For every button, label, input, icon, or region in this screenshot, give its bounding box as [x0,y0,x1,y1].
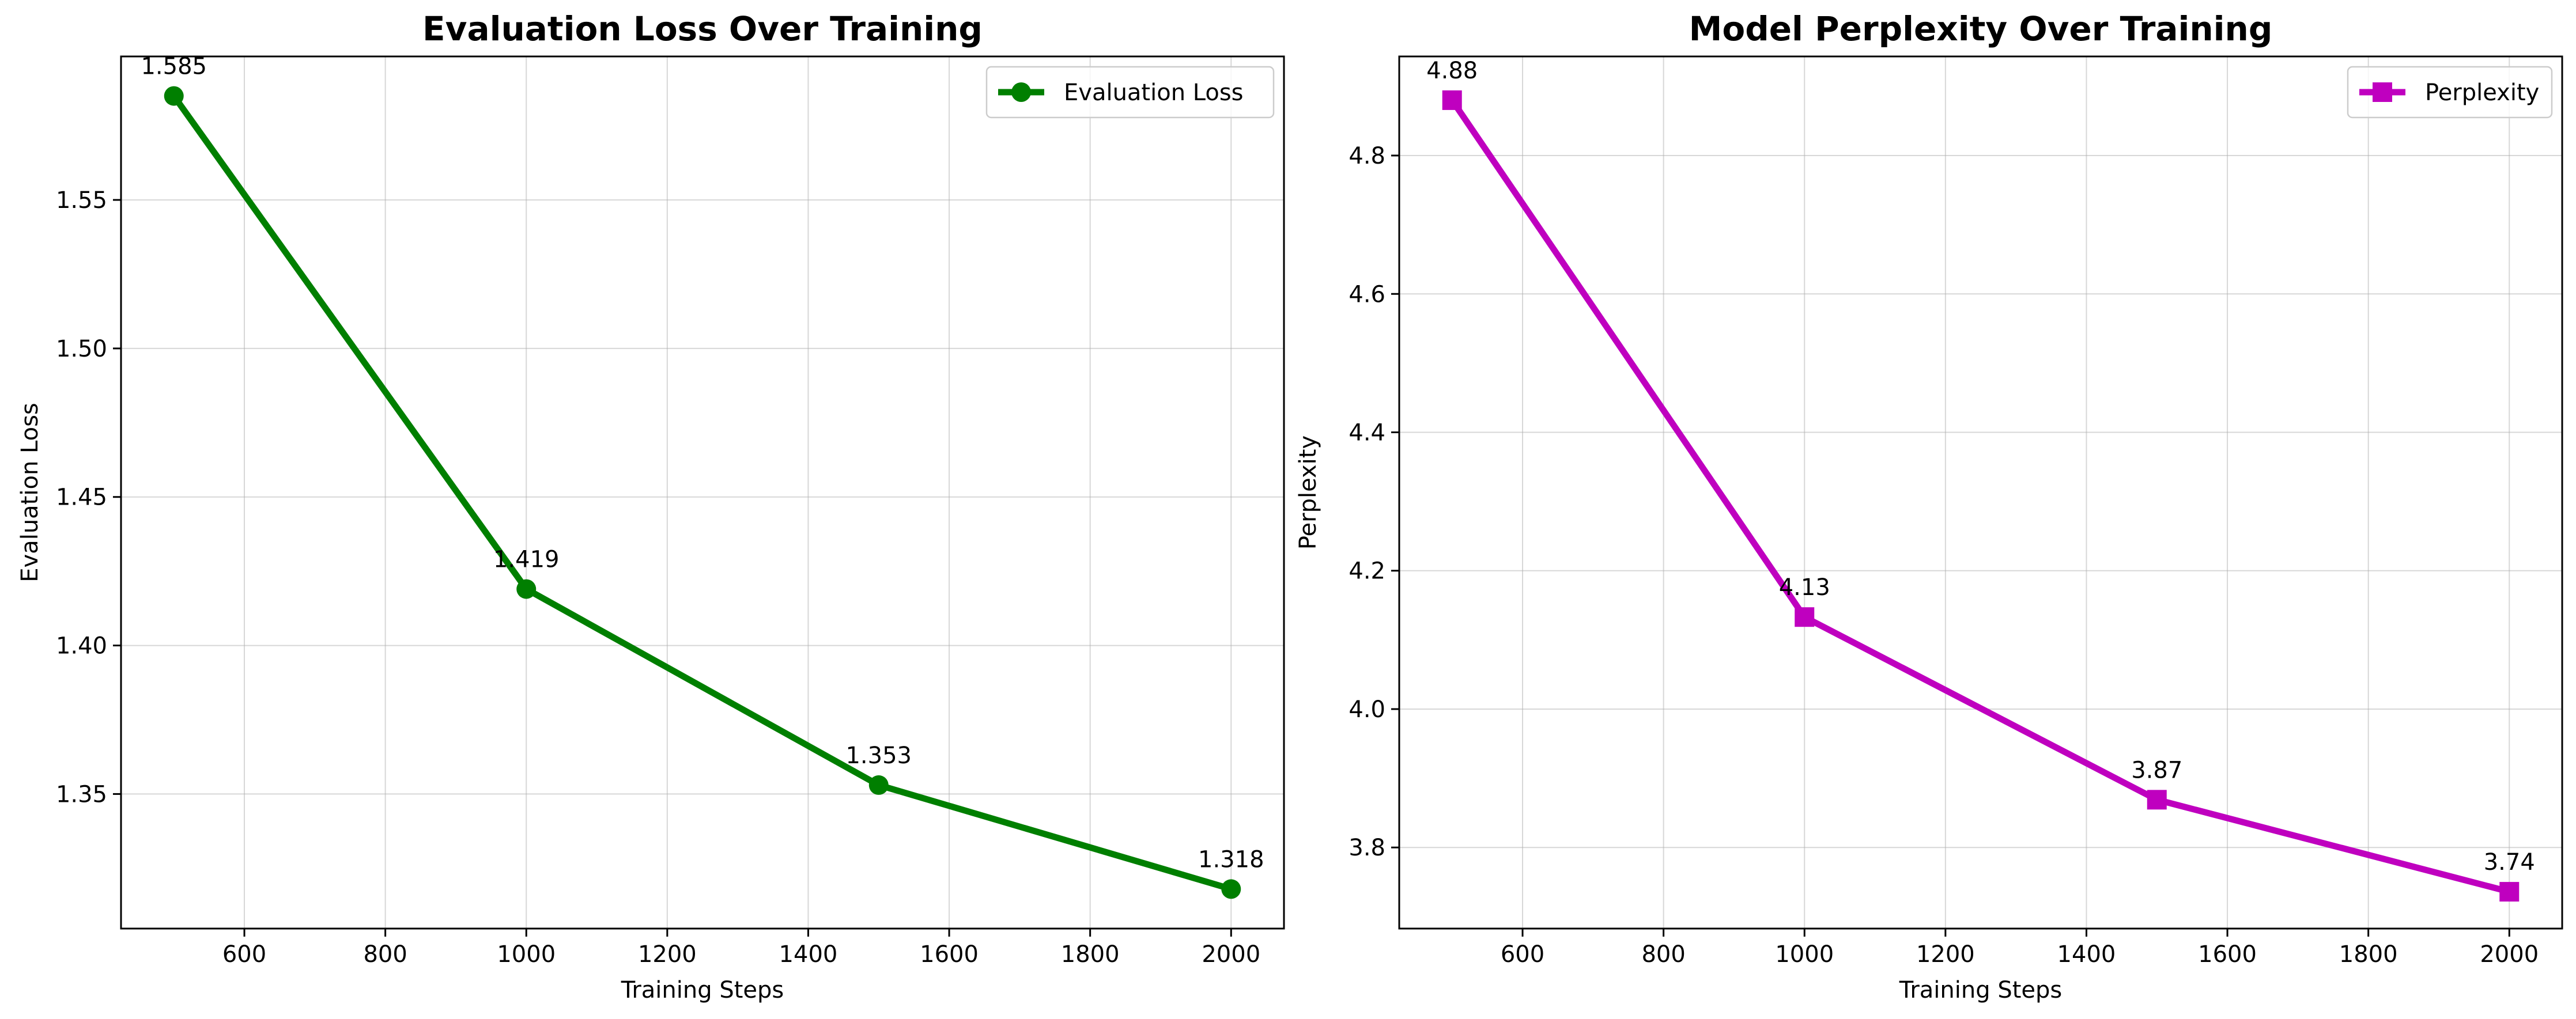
data-point [2147,790,2167,810]
y-axis-label: Perplexity [1295,435,1321,550]
y-tick-label: 4.8 [1349,143,1385,169]
data-point [516,579,537,599]
data-point [1795,607,1815,627]
legend-marker [1011,82,1031,102]
y-tick-label: 3.8 [1349,835,1385,861]
legend-label: Perplexity [2425,79,2539,106]
x-tick-label: 1000 [1775,941,1834,968]
chart-panel-1: 1.585 1.419 1.353 1.318 600 800 1000 1200 1400 16… [17,9,1285,1003]
y-axis-label: Evaluation Loss [17,403,43,582]
data-point [2499,882,2520,902]
data-label: 4.88 [1426,58,1478,84]
y-tick-label: 4.2 [1349,558,1385,585]
x-tick-label: 1600 [920,941,979,968]
series-line [1449,97,2513,895]
data-label: 4.13 [1779,574,1830,601]
data-label: 1.318 [1198,846,1264,873]
chart-panel-2: 4.88 4.13 3.87 3.74 600 800 1000 1200 1400 1600 18… [1295,9,2563,1003]
y-tick-label: 1.40 [56,633,107,660]
data-label: 3.74 [2484,849,2535,876]
legend: Perplexity [2347,66,2553,119]
y-tick-label: 1.35 [56,781,107,808]
plot-area-frame [1398,55,2563,930]
data-point [164,86,184,106]
legend-box [2347,66,2553,119]
plot-area-frame [120,55,1285,930]
x-tick-label: 1000 [497,941,556,968]
y-tick-label: 4.0 [1349,696,1385,723]
x-axis-label: Training Steps [621,977,784,1003]
x-tick-label: 1400 [2057,941,2116,968]
y-tick-label: 1.45 [56,484,107,511]
x-tick-label: 800 [363,941,407,968]
x-tick-label: 800 [1641,941,1685,968]
x-tick-label: 600 [1501,941,1544,968]
data-point [868,775,889,795]
data-point [1221,879,1241,899]
legend-box [985,66,1275,119]
legend-marker [2373,82,2392,102]
series-line [171,93,1234,892]
data-point [1442,90,1462,110]
y-tick-label: 1.50 [56,336,107,362]
y-tick-label: 1.55 [56,187,107,214]
y-tick-label: 4.4 [1349,419,1385,446]
data-label: 1.353 [845,743,912,769]
data-label: 3.87 [2131,757,2182,783]
x-tick-label: 1800 [1061,941,1120,968]
legend: Evaluation Loss [985,66,1275,119]
chart-title: Model Perplexity Over Training [1689,9,2273,48]
y-tick-label: 4.6 [1349,281,1385,308]
data-label: 1.419 [493,547,560,573]
x-tick-label: 1800 [2339,941,2398,968]
x-tick-label: 1200 [638,941,697,968]
data-label: 1.585 [141,54,207,80]
x-tick-label: 1600 [2198,941,2257,968]
x-tick-label: 600 [222,941,266,968]
x-axis-label: Training Steps [1899,977,2062,1003]
x-tick-label: 2000 [2480,941,2539,968]
x-tick-label: 2000 [1202,941,1260,968]
x-tick-label: 1400 [779,941,838,968]
x-tick-label: 1200 [1916,941,1975,968]
chart-title: Evaluation Loss Over Training [422,9,983,48]
legend-label: Evaluation Loss [1064,79,1244,106]
